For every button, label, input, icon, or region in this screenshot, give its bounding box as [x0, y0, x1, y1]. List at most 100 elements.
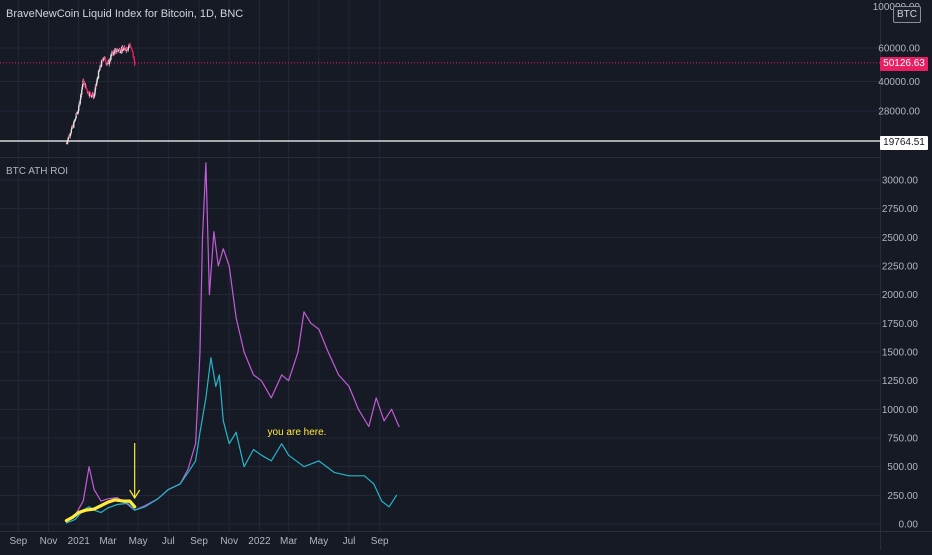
roi-series-cyan: [65, 357, 398, 524]
roi-tick-label: 1000.00: [882, 405, 919, 416]
x-tick-label: Nov: [220, 536, 238, 547]
candle-body: [130, 46, 132, 48]
x-tick-label: Sep: [371, 536, 389, 547]
candle-body: [90, 94, 92, 97]
candle-body: [73, 121, 75, 123]
candle-body: [81, 89, 83, 95]
candle-body: [91, 95, 93, 97]
candle-body: [104, 57, 107, 62]
candle-body: [114, 49, 117, 51]
roi-series-group: [64, 162, 400, 524]
roi-tick-label: 3000.00: [882, 176, 919, 187]
candle-body: [105, 62, 108, 65]
roi-tick-label: 750.00: [887, 434, 918, 445]
roi-pane: [64, 162, 400, 524]
candle-body: [77, 110, 79, 113]
candle-body: [102, 57, 105, 61]
candle-body: [99, 65, 101, 70]
candle-body: [67, 139, 69, 143]
last-price-label: 50126.63: [880, 57, 928, 71]
candle-body: [105, 61, 107, 63]
price-pane: [0, 42, 880, 145]
candle-body: [79, 103, 81, 105]
candle-body: [81, 86, 83, 90]
candle-body: [78, 105, 80, 111]
candle-body: [66, 142, 68, 144]
candle-body: [114, 50, 116, 54]
candle-body: [127, 49, 129, 51]
x-tick-label: Mar: [99, 536, 117, 547]
x-tick-label: 2021: [68, 536, 91, 547]
candle-body: [96, 79, 98, 83]
candle-body: [77, 112, 79, 114]
candle-body: [110, 55, 112, 60]
x-tick-label: Mar: [280, 536, 298, 547]
candle-body: [68, 134, 71, 138]
candle-body: [133, 57, 135, 61]
candle-body: [79, 99, 81, 104]
candle-body: [102, 60, 104, 62]
candle-body: [94, 85, 97, 90]
candle-body: [85, 85, 87, 88]
x-tick-label: May: [129, 536, 148, 547]
roi-tick-label: 250.00: [887, 491, 918, 502]
candle-body: [80, 94, 82, 100]
candle-body: [116, 51, 118, 52]
candle-body: [116, 49, 119, 52]
roi-series-magenta: [65, 162, 400, 523]
candle-body: [109, 59, 112, 61]
candle-body: [108, 59, 111, 65]
candle-body: [106, 63, 109, 65]
roi-tick-label: 2000.00: [882, 290, 919, 301]
x-tick-label: Jul: [343, 536, 356, 547]
candle-body: [70, 132, 72, 135]
candle-body: [97, 78, 99, 79]
ticker-badge[interactable]: BTC: [893, 6, 921, 23]
x-tick-label: Nov: [40, 536, 58, 547]
candle-body: [89, 92, 92, 95]
x-tick-label: May: [309, 536, 328, 547]
x-tick-label: Sep: [190, 536, 208, 547]
candle-body: [130, 47, 132, 49]
candle-body: [119, 49, 121, 53]
candle-body: [128, 44, 130, 47]
roi-tick-label: 1750.00: [882, 319, 919, 330]
candle-body: [78, 103, 80, 106]
candle-body: [117, 49, 119, 51]
candle-body: [88, 92, 91, 96]
indicator-title[interactable]: BTC ATH ROI: [6, 166, 69, 177]
candle-body: [76, 112, 78, 115]
candle-body: [70, 129, 73, 133]
roi-tick-label: 2500.00: [882, 233, 919, 244]
roi-tick-label: 2750.00: [882, 204, 919, 215]
candle-body: [89, 92, 91, 94]
candle-body: [69, 134, 72, 137]
level-price-label: 19764.51: [880, 136, 928, 150]
candle-body: [95, 85, 97, 87]
candle-body: [120, 51, 122, 53]
candle-body: [119, 52, 122, 54]
symbol-title[interactable]: BraveNewCoin Liquid Index for Bitcoin, 1…: [6, 8, 244, 20]
annotation-arrow: [129, 443, 141, 500]
candle-body: [75, 113, 77, 118]
candle-body: [107, 62, 109, 64]
candle-body: [86, 89, 88, 92]
candle-body: [110, 55, 113, 56]
candle-body: [133, 60, 136, 66]
candle-body: [95, 82, 98, 86]
x-tick-label: Sep: [9, 536, 27, 547]
candle-body: [126, 48, 128, 51]
candle-body: [127, 47, 129, 50]
candle-body: [132, 52, 134, 57]
x-tick-label: 2022: [248, 536, 271, 547]
candle-body: [123, 48, 125, 51]
candle-body: [122, 47, 124, 50]
candle-body: [74, 118, 76, 120]
candle-body: [87, 91, 90, 95]
you-are-here-highlight: [64, 498, 137, 523]
candle-body: [93, 93, 96, 97]
candle-body: [73, 121, 75, 128]
